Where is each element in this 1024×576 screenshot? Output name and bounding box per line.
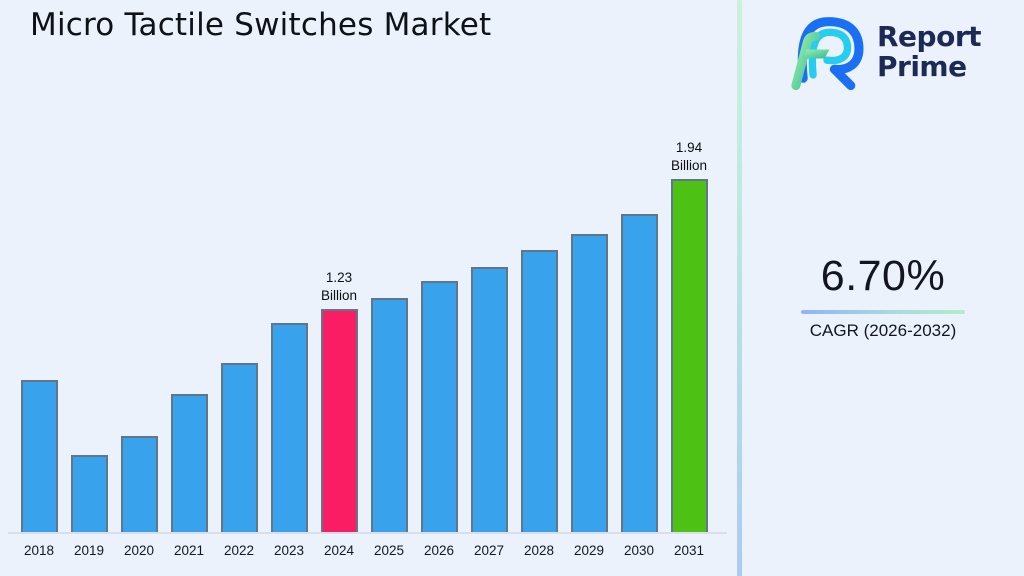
bar-2025 (370, 298, 408, 533)
bar-slot-2018 (14, 0, 64, 533)
bar-chart: 1.23 Billion 1.94 Billion (14, 0, 714, 533)
cagr-underline (801, 310, 965, 314)
x-tick-2026: 2026 (423, 543, 455, 558)
x-tick-2031: 2031 (673, 543, 705, 558)
x-tick-2027: 2027 (473, 543, 505, 558)
bar-slot-2031: 1.94 Billion (664, 0, 714, 533)
bar-slot-2029 (564, 0, 614, 533)
x-tick-2029: 2029 (573, 543, 605, 558)
bar-slot-2027 (464, 0, 514, 533)
x-tick-2023: 2023 (273, 543, 305, 558)
x-tick-2024: 2024 (323, 543, 355, 558)
bar-slot-2020 (114, 0, 164, 533)
x-axis-line (8, 532, 727, 534)
bar-2019 (70, 455, 108, 533)
x-tick-2025: 2025 (373, 543, 405, 558)
cagr-label: CAGR (2026-2032) (809, 321, 957, 340)
vertical-divider (737, 0, 742, 576)
logo-word-report: Report (877, 20, 982, 53)
bar-value-label-2031: 1.94 Billion (670, 140, 708, 173)
x-axis-labels: 2018 2019 2020 2021 2022 2023 2024 2025 2026 2027… (14, 543, 714, 558)
x-tick-2022: 2022 (223, 543, 255, 558)
bar-slot-2019 (64, 0, 114, 533)
bar-2027 (470, 267, 508, 533)
x-tick-2020: 2020 (123, 543, 155, 558)
bar-slot-2023 (264, 0, 314, 533)
report-prime-logo-icon (791, 17, 864, 91)
bar-2030 (620, 214, 658, 533)
bar-2029 (570, 234, 608, 533)
report-prime-logo-text: Report Prime (877, 20, 982, 83)
bar-slot-2025 (364, 0, 414, 533)
bar-2020 (120, 436, 158, 533)
x-tick-2028: 2028 (523, 543, 555, 558)
bar-value-label-2024: 1.23 Billion (320, 270, 358, 303)
bar-slot-2024: 1.23 Billion (314, 0, 364, 533)
report-prime-logo: Report Prime (786, 10, 982, 94)
page-title: Micro Tactile Switches Market (30, 7, 492, 43)
bar-slot-2022 (214, 0, 264, 533)
bar-slot-2030 (614, 0, 664, 533)
bar-2028 (520, 250, 558, 533)
bar-slot-2028 (514, 0, 564, 533)
x-tick-2018: 2018 (23, 543, 55, 558)
bar-slot-2026 (414, 0, 464, 533)
bar-2021 (170, 394, 208, 533)
cagr-stat: 6.70% CAGR (2026-2032) (799, 252, 967, 341)
bar-2026 (420, 281, 458, 533)
x-tick-2021: 2021 (173, 543, 205, 558)
logo-word-prime: Prime (877, 50, 967, 83)
cagr-value: 6.70% (820, 252, 946, 300)
x-tick-2019: 2019 (73, 543, 105, 558)
bar-2031 (670, 179, 708, 533)
x-tick-2030: 2030 (623, 543, 655, 558)
bar-2022 (220, 363, 258, 533)
bar-slot-2021 (164, 0, 214, 533)
bar-2023 (270, 323, 308, 533)
bar-2024 (320, 309, 358, 533)
bar-2018 (20, 380, 58, 533)
